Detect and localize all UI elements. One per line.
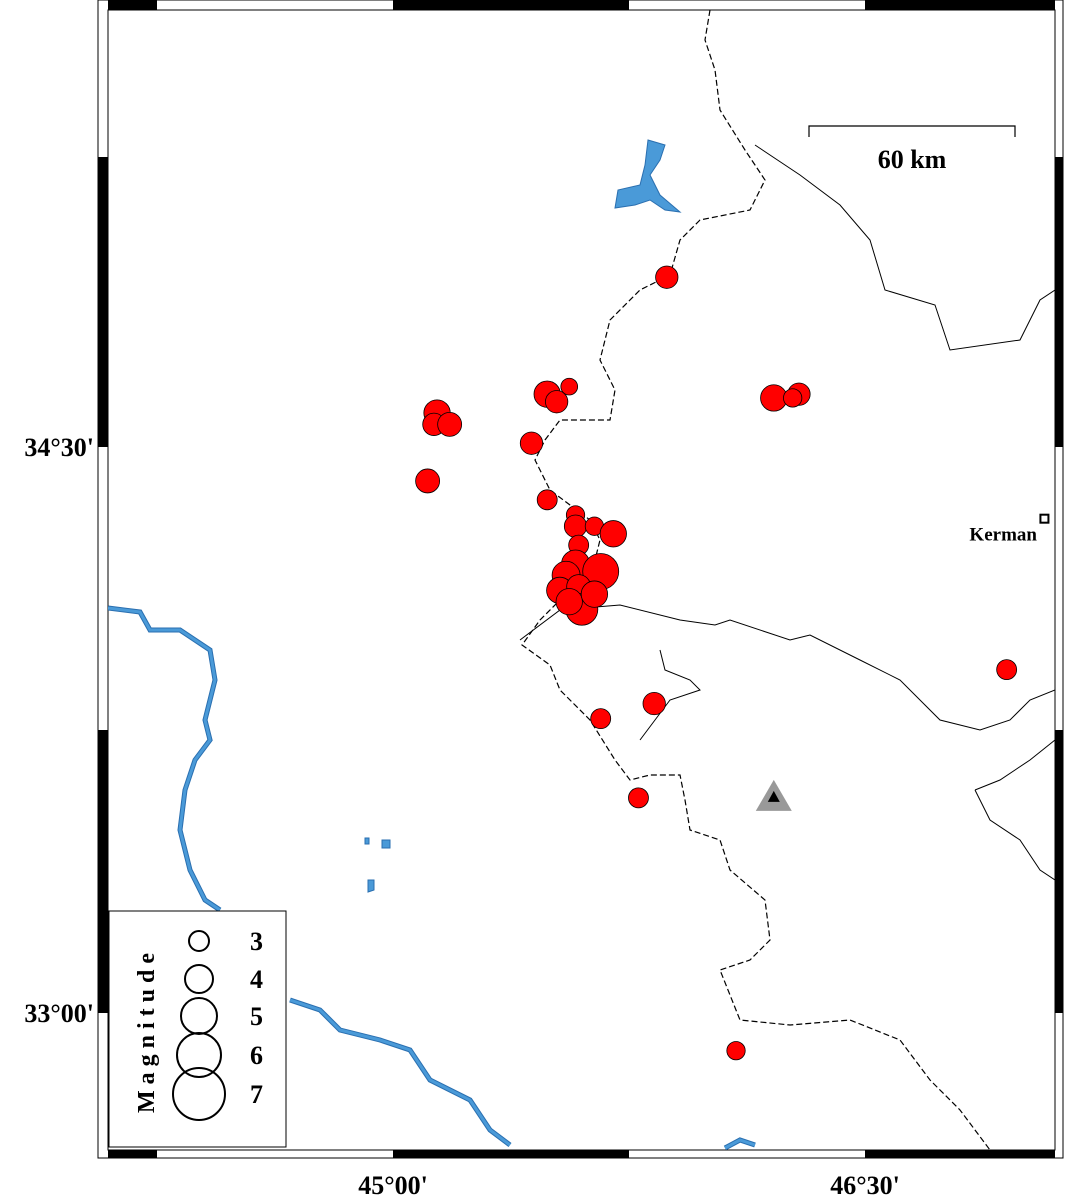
earthquake-event: [563, 514, 588, 538]
legend-magnitude-label: 6: [250, 1041, 263, 1070]
earthquake-event: [996, 659, 1018, 681]
legend-magnitude-label: 3: [250, 927, 263, 956]
province-boundaries: [519, 144, 1055, 881]
scale-bar: 60 km: [808, 125, 1016, 174]
legend-circle: [176, 1032, 222, 1078]
legend-magnitude-label: 7: [250, 1080, 263, 1109]
earthquake-event: [519, 431, 544, 455]
earthquake-event: [590, 708, 612, 730]
earthquake-events: [415, 265, 1018, 1061]
station-inner-triangle-icon: [767, 790, 780, 802]
earthquake-event: [726, 1041, 746, 1061]
earthquake-event: [560, 377, 579, 396]
frame-ticks: [98, 0, 1063, 1158]
legend-circle: [184, 964, 214, 994]
lon-tick-label: 45°00': [358, 1171, 428, 1196]
earthquake-event: [580, 580, 609, 608]
earthquake-event: [642, 691, 666, 716]
earthquake-event: [655, 265, 679, 289]
legend-circle: [188, 930, 210, 952]
legend-magnitude-label: 5: [250, 1002, 263, 1031]
earthquake-event: [415, 468, 441, 494]
magnitude-legend: Magnitude 3 4 5 6 7: [108, 910, 287, 1148]
city-label: Kerman: [969, 525, 1037, 546]
earthquake-event: [437, 411, 463, 437]
earthquake-event: [628, 787, 649, 809]
rivers-inner: [108, 606, 756, 1150]
legend-title: Magnitude: [134, 947, 160, 1113]
lake: [614, 139, 682, 213]
lat-tick-label: 34°30': [24, 433, 94, 462]
city-marker-icon: [1039, 513, 1050, 524]
earthquake-event: [599, 520, 627, 548]
legend-magnitude-label: 4: [250, 965, 263, 994]
earthquake-event: [536, 489, 558, 511]
lon-tick-label: 46°30': [830, 1171, 900, 1196]
earthquake-event: [555, 588, 583, 616]
legend-circle: [172, 1067, 226, 1121]
lat-tick-label: 33°00': [24, 999, 94, 1028]
earthquake-event: [783, 388, 803, 408]
earthquake-event: [760, 384, 788, 412]
seismic-station: [755, 779, 792, 811]
earthquake-event: [545, 390, 569, 414]
scale-bar-label: 60 km: [878, 145, 947, 174]
small-lakes: [364, 837, 391, 893]
